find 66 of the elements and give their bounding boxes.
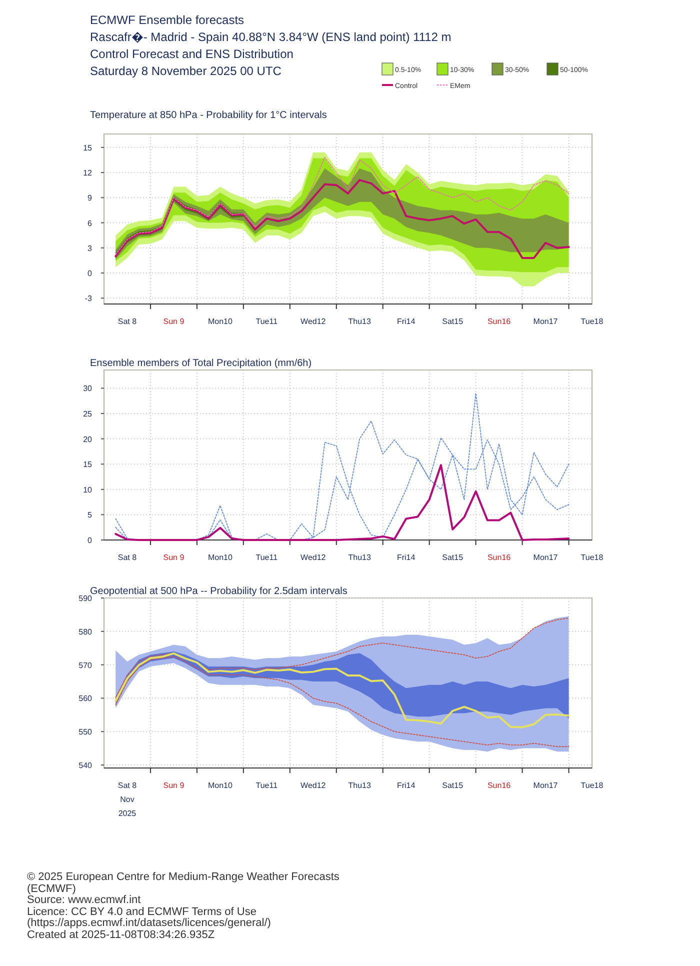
chart-title: Temperature at 850 hPa - Probability for 1°C intervals bbox=[90, 110, 327, 121]
y-tick-label: 6 bbox=[88, 218, 93, 228]
x-tick-label: Sat 8 bbox=[118, 781, 138, 790]
x-tick-label: Sun16 bbox=[487, 553, 512, 562]
x-tick-label: Mon10 bbox=[208, 781, 233, 790]
x-tick-label: Tue11 bbox=[256, 317, 278, 326]
text: Saturday 8 November 2025 00 UTC bbox=[90, 64, 282, 78]
x-tick-label: Fri14 bbox=[396, 781, 416, 790]
y-tick-label: 15 bbox=[83, 143, 93, 152]
text: Licence: CC BY 4.0 and ECMWF Terms of Use (https://apps.ecmwf.int/datasets/licences/general/) bbox=[27, 906, 272, 930]
x-tick-label: Mon17 bbox=[533, 781, 558, 790]
x-tick-label: Sat15 bbox=[442, 781, 464, 790]
x-tick-label: Sat 8 bbox=[118, 553, 138, 562]
y-tick-label: 570 bbox=[78, 660, 93, 670]
x-tick-label: Sun 9 bbox=[163, 553, 185, 562]
source-note: Source: www.ecmwf.int bbox=[27, 894, 142, 906]
x-tick-label: Wed12 bbox=[300, 781, 326, 790]
y-tick-label: 20 bbox=[83, 434, 93, 444]
x-tick-label: Sun16 bbox=[487, 781, 512, 790]
x-tick-label: Thu13 bbox=[348, 553, 372, 562]
text: © 2025 European Centre for Medium-Range Weather Forecasts (ECMWF) bbox=[27, 871, 340, 895]
y-tick-label: 560 bbox=[78, 694, 93, 704]
x-tick-label: Sat 8 bbox=[118, 317, 138, 326]
x-tick-label: Wed12 bbox=[300, 317, 326, 326]
x-tick-label: Wed12 bbox=[300, 553, 326, 562]
y-tick-label: 12 bbox=[83, 168, 93, 178]
x-tick-label: Thu13 bbox=[348, 781, 372, 790]
y-tick-label: 3 bbox=[88, 244, 93, 253]
y-tick-label: 540 bbox=[78, 760, 93, 770]
x-tick-label: Fri14 bbox=[396, 317, 416, 326]
x-tick-label: Sat15 bbox=[442, 317, 464, 326]
x-tick-label: Tue18 bbox=[580, 781, 604, 790]
y-tick-label: 15 bbox=[83, 460, 93, 470]
text: Rascafr�- Madrid - Spain 40.88°N 3.84°W (ENS land point) 1112 m bbox=[90, 29, 452, 46]
x-tick-label: Tue18 bbox=[580, 553, 604, 562]
y-tick-label: 580 bbox=[78, 627, 93, 636]
y-tick-label: 9 bbox=[88, 194, 93, 203]
x-tick-label: Mon17 bbox=[533, 317, 558, 326]
x-tick-label: Mon10 bbox=[208, 553, 233, 562]
x-tick-label: Tue11 bbox=[256, 553, 278, 562]
text: Control Forecast and ENS Distribution bbox=[90, 46, 294, 63]
text: Nov bbox=[120, 795, 134, 804]
y-tick-label: 25 bbox=[83, 410, 93, 419]
text: Created at 2025-11-08T08:34:26.935Z bbox=[27, 928, 216, 941]
x-tick-label: Sun 9 bbox=[163, 317, 185, 326]
x-tick-label: Tue11 bbox=[256, 781, 278, 790]
y-tick-label: 590 bbox=[78, 594, 93, 603]
x-tick-label: Sat15 bbox=[442, 553, 464, 562]
y-tick-label: 550 bbox=[78, 728, 93, 737]
x-tick-label: Mon17 bbox=[533, 553, 558, 562]
y-tick-label: -3 bbox=[84, 294, 93, 304]
x-tick-label: Tue18 bbox=[580, 317, 604, 326]
x-tick-label: Thu13 bbox=[348, 317, 372, 326]
y-tick-label: 0 bbox=[88, 269, 93, 278]
y-tick-label: 0 bbox=[88, 536, 93, 545]
chart-title: Ensemble members of Total Precipitation (mm/6h) bbox=[90, 358, 312, 369]
y-tick-label: 10 bbox=[83, 485, 93, 494]
x-tick-label: Fri14 bbox=[396, 553, 416, 562]
text: 2025 bbox=[118, 809, 137, 818]
x-tick-label: Sun 9 bbox=[163, 781, 185, 790]
chart-title: Geopotential at 500 hPa -- Probability for 2.5dam intervals bbox=[90, 586, 348, 597]
y-tick-label: 30 bbox=[83, 384, 93, 394]
x-tick-label: Mon10 bbox=[208, 317, 233, 326]
text: ECMWF Ensemble forecasts bbox=[90, 12, 246, 29]
y-tick-label: 5 bbox=[88, 510, 93, 520]
x-tick-label: Sun16 bbox=[487, 317, 512, 326]
